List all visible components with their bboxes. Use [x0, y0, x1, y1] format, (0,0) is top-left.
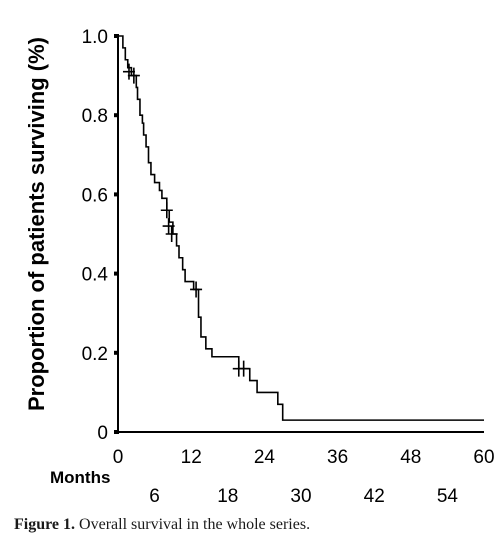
- y-tick-label: 1.0: [82, 27, 108, 48]
- x-tick-label-secondary: 30: [290, 486, 311, 507]
- figure-caption-text: Overall survival in the whole series.: [75, 516, 311, 533]
- censor-mark: [160, 202, 173, 219]
- figure-caption-label: Figure 1.: [14, 516, 76, 533]
- y-tick-label: 0.4: [82, 265, 109, 286]
- y-tick-mark: [114, 350, 119, 355]
- figure-caption: Figure 1. Overall survival in the whole …: [14, 516, 310, 534]
- y-tick-label: 0.2: [82, 344, 108, 365]
- x-tick-label-secondary: 42: [364, 486, 385, 507]
- censor-mark: [127, 67, 140, 84]
- x-tick-label: 48: [400, 447, 421, 468]
- survival-chart: 0 0.2 0.4 0.6 0.8 1.0 0 12 24 36 48 60 6 18 30 42 54 Pro…: [24, 27, 495, 507]
- censor-mark: [190, 281, 203, 298]
- axes: 0 0.2 0.4 0.6 0.8 1.0 0 12 24 36 48 60 6 18 30 42 54: [82, 27, 495, 507]
- censor-mark: [237, 360, 250, 377]
- x-tick-label: 60: [473, 447, 494, 468]
- y-axis-title: Proportion of patients surviving (%): [24, 37, 49, 411]
- x-axis-unit-label: Months: [50, 468, 110, 487]
- y-tick-label: 0: [97, 423, 108, 444]
- x-tick-label-secondary: 6: [149, 486, 160, 507]
- x-tick-label: 36: [327, 447, 348, 468]
- y-tick-label: 0.6: [82, 185, 108, 206]
- survival-step-line: [118, 35, 484, 421]
- censor-mark: [122, 63, 135, 80]
- y-tick-mark: [114, 34, 119, 38]
- x-tick-label-secondary: 18: [217, 486, 238, 507]
- y-tick-mark: [114, 271, 119, 276]
- x-tick-label: 24: [254, 447, 276, 468]
- y-tick-mark: [114, 192, 119, 197]
- censor-mark: [162, 218, 175, 235]
- x-tick-label: 12: [181, 447, 202, 468]
- censor-mark: [165, 226, 178, 242]
- y-tick-label: 0.8: [82, 106, 108, 127]
- y-tick-mark: [114, 430, 119, 434]
- x-tick-label: 0: [113, 447, 124, 468]
- survival-curve-group: [118, 35, 484, 421]
- x-tick-label-secondary: 54: [437, 486, 459, 507]
- y-tick-mark: [114, 113, 119, 118]
